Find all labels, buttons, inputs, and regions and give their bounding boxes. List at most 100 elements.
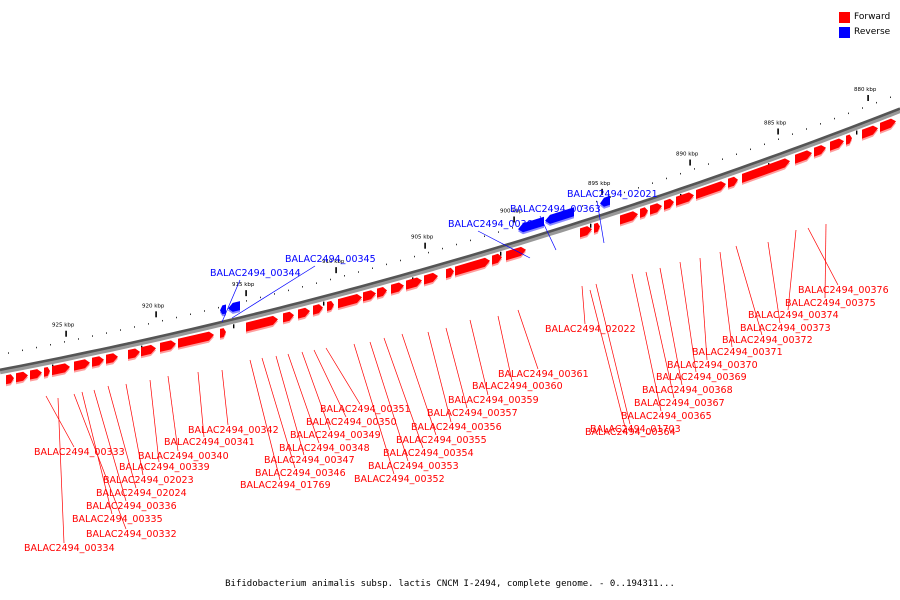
forward-gene-label: BALAC2494_00374 bbox=[748, 310, 839, 321]
forward-gene-leader bbox=[497, 315, 513, 382]
ruler-dot bbox=[624, 191, 625, 194]
forward-gene-label: BALAC2494_00356 bbox=[411, 422, 502, 433]
ruler-tick bbox=[601, 188, 603, 195]
ruler-dot bbox=[750, 148, 751, 151]
forward-gene-leader bbox=[249, 359, 281, 481]
forward-gene-arrow bbox=[424, 272, 438, 285]
forward-gene-label: BALAC2494_00348 bbox=[279, 443, 370, 454]
ruler-tick bbox=[867, 94, 869, 101]
forward-gene-label: BALAC2494_00339 bbox=[119, 462, 210, 473]
forward-gene-leader bbox=[517, 309, 539, 370]
forward-gene-arrow bbox=[830, 138, 844, 151]
reverse-gene-leader bbox=[231, 265, 316, 319]
forward-gene-arrow bbox=[30, 369, 42, 380]
legend-reverse: Reverse bbox=[839, 25, 899, 39]
ruler-dot bbox=[722, 158, 723, 160]
forward-gene-leader bbox=[824, 223, 827, 299]
forward-gene-label: BALAC2494_00353 bbox=[368, 461, 459, 472]
ruler-dot bbox=[582, 205, 583, 207]
forward-gene-leader bbox=[149, 379, 160, 463]
ruler-dot bbox=[330, 278, 331, 281]
ruler-dot bbox=[470, 239, 471, 242]
reverse-gene-arrow bbox=[228, 301, 240, 312]
forward-gene-label: BALAC2494_00341 bbox=[164, 437, 255, 448]
ruler-dot bbox=[512, 227, 513, 229]
forward-gene-arrow bbox=[160, 340, 176, 352]
ruler-dot bbox=[666, 177, 667, 180]
forward-gene-arrow bbox=[455, 257, 490, 276]
ruler-dot bbox=[302, 286, 303, 288]
forward-gene-arrow bbox=[377, 287, 387, 298]
forward-gene-label: BALAC2494_00359 bbox=[448, 395, 539, 406]
ruler-dot bbox=[498, 231, 499, 233]
backbone-tick bbox=[233, 324, 235, 329]
forward-gene-leader bbox=[631, 273, 662, 412]
ruler-dot bbox=[414, 255, 415, 258]
ruler-dot bbox=[764, 143, 765, 146]
forward-gene-leader bbox=[645, 271, 675, 399]
forward-gene-leader bbox=[45, 395, 75, 448]
forward-gene-label: BALAC2494_00355 bbox=[396, 435, 487, 446]
forward-gene-label: BALAC2494_00333 bbox=[34, 447, 125, 458]
forward-gene-leader bbox=[73, 393, 127, 530]
forward-gene-arrow bbox=[313, 304, 323, 315]
ruler-tick-label: 920 kbp bbox=[142, 303, 165, 309]
forward-gene-leader bbox=[445, 327, 468, 409]
ruler-dot bbox=[78, 338, 79, 340]
forward-gene-leader bbox=[275, 355, 305, 456]
forward-gene-arrow bbox=[580, 226, 592, 238]
reverse-swatch bbox=[839, 26, 850, 38]
forward-gene-leader bbox=[401, 333, 437, 436]
forward-gene-arrow bbox=[814, 145, 826, 157]
forward-gene-label: BALAC2494_02024 bbox=[96, 488, 187, 499]
forward-gene-leader bbox=[735, 245, 763, 336]
ruler-dot bbox=[358, 271, 359, 273]
ruler-tick-label: 895 kbp bbox=[588, 181, 611, 187]
map-caption: Bifidobacterium animalis subsp. lactis C… bbox=[225, 579, 675, 589]
ruler-dot bbox=[190, 313, 191, 316]
forward-gene-label: BALAC2494_00372 bbox=[722, 335, 813, 346]
forward-gene-arrow bbox=[220, 328, 226, 338]
forward-gene-label: BALAC2494_00349 bbox=[290, 430, 381, 441]
forward-gene-label: BALAC2494_02022 bbox=[545, 324, 636, 335]
ruler-tick bbox=[245, 290, 247, 297]
legend-forward: Forward bbox=[839, 10, 899, 24]
ruler-dot bbox=[400, 259, 401, 262]
reverse-gene-label: BALAC2494_00345 bbox=[285, 254, 376, 265]
forward-gene-arrow bbox=[446, 267, 454, 279]
ruler-tick bbox=[424, 242, 426, 249]
ruler-dot bbox=[638, 187, 639, 189]
ruler-dot bbox=[862, 107, 863, 109]
backbone-tick bbox=[590, 223, 592, 228]
ruler-dot bbox=[120, 329, 121, 331]
ruler-tick bbox=[689, 159, 691, 166]
forward-gene-arrow bbox=[728, 176, 738, 188]
forward-gene-label: BALAC2494_00350 bbox=[306, 417, 397, 428]
forward-gene-leader bbox=[767, 241, 781, 324]
forward-gene-arrow bbox=[52, 363, 70, 376]
ruler-tick-label: 880 kbp bbox=[854, 87, 877, 93]
ruler-tick-label: 905 kbp bbox=[411, 235, 434, 241]
forward-gene-arrow bbox=[676, 192, 694, 206]
ruler-dot bbox=[736, 153, 737, 156]
forward-swatch bbox=[839, 11, 850, 23]
ruler-dot bbox=[848, 112, 849, 115]
ruler-dot bbox=[820, 123, 821, 125]
legend: Forward Reverse bbox=[839, 10, 899, 40]
forward-gene-leader bbox=[679, 261, 697, 373]
forward-gene-leader bbox=[383, 337, 424, 449]
forward-gene-label: BALAC2494_00371 bbox=[692, 347, 783, 358]
ruler-dot bbox=[428, 251, 429, 254]
backbone-shadow bbox=[0, 108, 900, 375]
forward-gene-leader bbox=[57, 397, 65, 544]
forward-gene-label: BALAC2494_02023 bbox=[103, 475, 194, 486]
ruler-dot bbox=[806, 128, 807, 130]
forward-gene-arrow bbox=[742, 158, 790, 183]
ruler-tick-label: 890 kbp bbox=[676, 152, 699, 158]
forward-gene-arrow bbox=[92, 356, 104, 367]
forward-gene-leader bbox=[287, 353, 320, 444]
forward-gene-label: BALAC2494_00336 bbox=[86, 501, 177, 512]
forward-gene-label: BALAC2494_00340 bbox=[138, 451, 229, 462]
forward-gene-leader bbox=[93, 389, 127, 502]
